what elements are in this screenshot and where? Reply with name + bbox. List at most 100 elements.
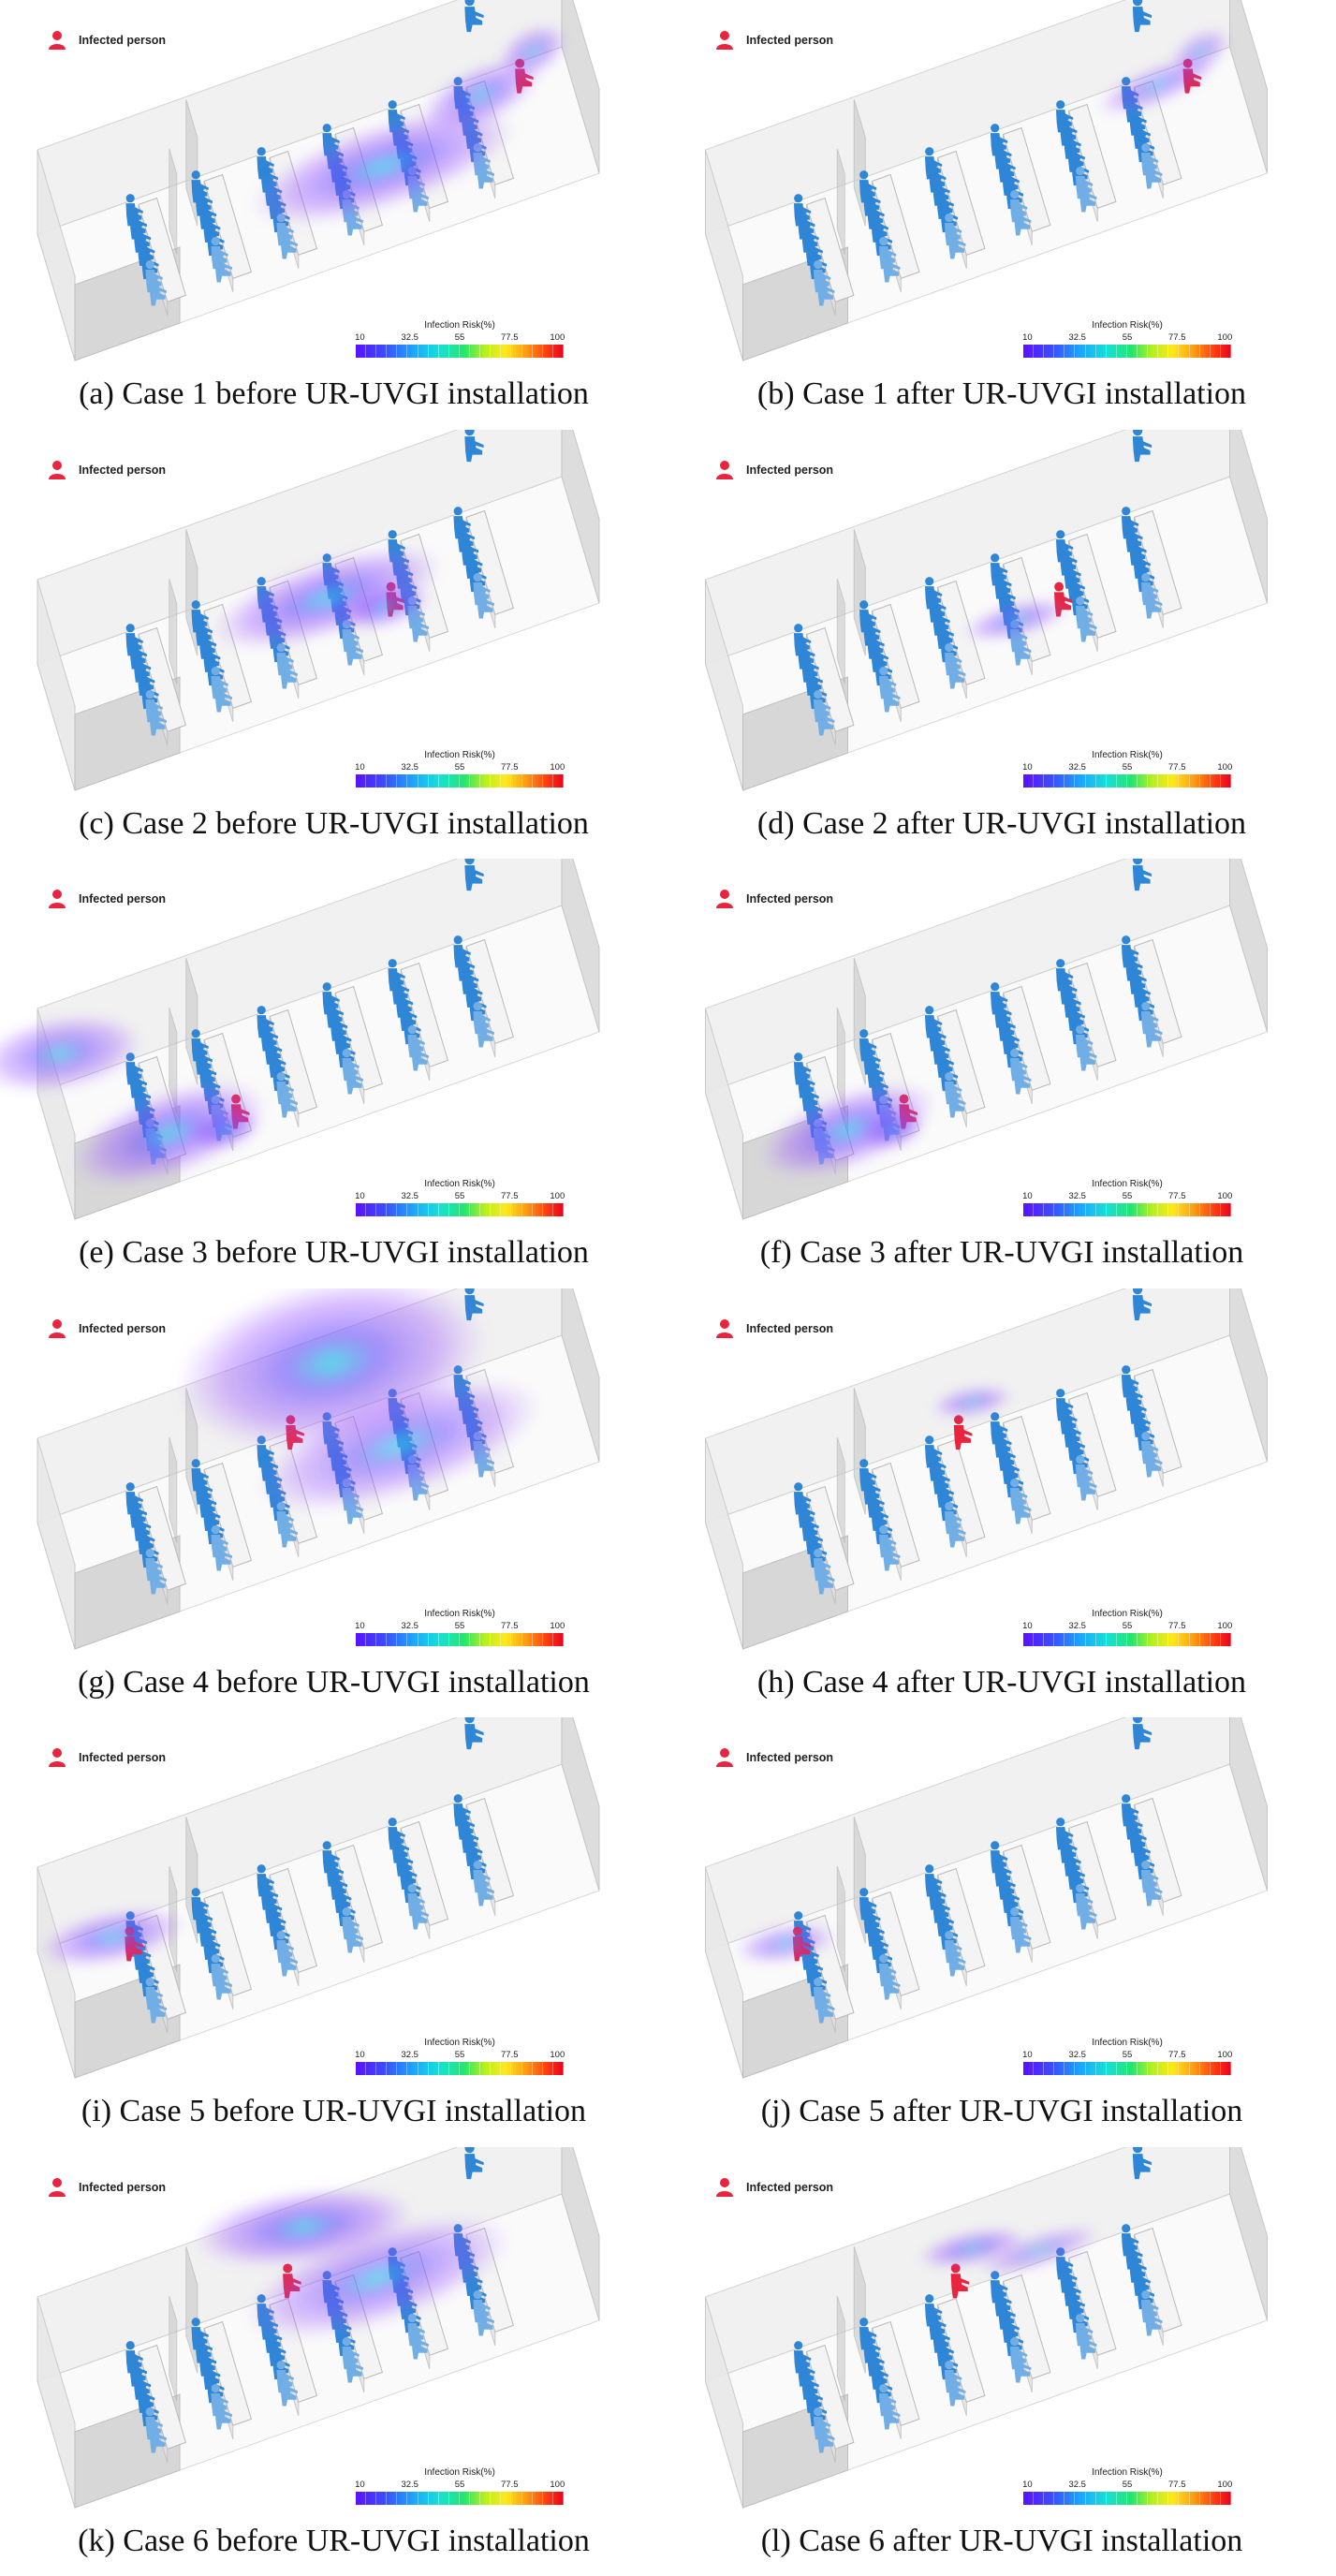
figure-panel: Infected person Infection Risk(%) 10 32.…	[668, 429, 1336, 860]
colorbar-tick: 10	[355, 2050, 365, 2060]
occupant	[214, 1538, 232, 1570]
legend-label: Infected person	[746, 1321, 834, 1335]
desk-front	[203, 181, 234, 293]
legend-label: Infected person	[79, 892, 167, 905]
panel-caption: (j) Case 5 after UR-UVGI installation	[760, 2094, 1243, 2128]
panel-caption: (h) Case 4 after UR-UVGI installation	[756, 1664, 1247, 1700]
infected-person-legend: Infected person	[47, 460, 166, 480]
end-wall	[1229, 2146, 1268, 2320]
colorbar-title: Infection Risk(%)	[424, 2038, 495, 2048]
desk-front	[1068, 1828, 1098, 1939]
colorbar-tick: 55	[454, 2050, 465, 2060]
occupant	[1079, 180, 1097, 213]
colorbar-tick: 32.5	[401, 761, 418, 773]
desk-front	[937, 1445, 967, 1557]
desk-front	[334, 993, 365, 1105]
figure-panel: Infected person Infection Risk(%) 10 32.…	[668, 0, 1336, 430]
occupant	[948, 1085, 966, 1118]
infected-person-legend: Infected person	[714, 1318, 833, 1339]
colorbar-tick: 10	[355, 1191, 365, 1201]
colorbar-tick: 77.5	[1168, 1191, 1186, 1201]
classroom-scene	[37, 0, 600, 361]
occupant	[1145, 1874, 1163, 1906]
colorbar-tick: 32.5	[401, 1191, 418, 1201]
infection-risk-colorbar: Infection Risk(%) 10 32.5 55 77.5 100	[1022, 2466, 1232, 2505]
occupant	[280, 655, 298, 688]
legend-label: Infected person	[746, 1751, 834, 1764]
colorbar-gradient	[356, 773, 564, 788]
classroom-scene	[704, 859, 1269, 1220]
teacher	[1132, 0, 1152, 33]
classroom-scene	[37, 1717, 600, 2079]
teacher	[1132, 429, 1152, 462]
colorbar-tick: 100	[1217, 1191, 1233, 1201]
occupant	[1079, 2326, 1097, 2359]
front-wall	[705, 2296, 743, 2508]
occupant	[1014, 1921, 1032, 1953]
colorbar-cells	[1023, 1632, 1231, 1646]
occupant	[948, 1944, 966, 1977]
desk-front	[1068, 969, 1098, 1081]
colorbar-tick: 32.5	[401, 2050, 418, 2060]
desk-front	[1134, 946, 1164, 1057]
desk-front	[1003, 2280, 1033, 2392]
colorbar-ticks: 10 32.5 55 77.5 100	[1022, 1191, 1233, 1202]
occupant	[948, 227, 966, 259]
colorbar-tick: 10	[1022, 2479, 1033, 2490]
occupant	[948, 2373, 966, 2406]
occupant	[280, 2373, 298, 2406]
infection-risk-colorbar: Infection Risk(%) 10 32.5 55 77.5 100	[1022, 1179, 1233, 1216]
figure-panel: Infected person Infection Risk(%) 10 32.…	[0, 1717, 668, 2147]
occupant	[1079, 1467, 1097, 1500]
occupant	[149, 702, 167, 735]
colorbar-tick: 55	[454, 761, 465, 773]
occupant	[280, 1514, 298, 1547]
occupant	[280, 1085, 298, 1118]
desk-front	[806, 633, 836, 745]
aerosol-plume	[37, 1906, 185, 1968]
occupant	[1079, 1038, 1097, 1071]
partition-panel	[169, 578, 178, 684]
aerosol-plume	[339, 582, 431, 630]
colorbar-gradient	[356, 1632, 564, 1646]
desk-front	[465, 1804, 496, 1916]
aerosol-plume	[735, 1922, 837, 1965]
desk-front	[1003, 1851, 1033, 1964]
colorbar-tick: 10	[1022, 2050, 1033, 2060]
colorbar-title: Infection Risk(%)	[424, 320, 495, 331]
colorbar-tick: 10	[1022, 1191, 1033, 1201]
occupant	[883, 250, 901, 283]
colorbar-tick: 77.5	[1168, 2050, 1186, 2060]
occupant	[280, 227, 298, 259]
person-icon	[49, 1318, 66, 1338]
figure-panel: Infected person Infection Risk(%) 10 32.…	[668, 1717, 1336, 2147]
infected-person-legend: Infected person	[714, 1747, 833, 1768]
figure-panel: Infected person Infection Risk(%) 10 32.…	[668, 859, 1336, 1288]
colorbar-tick: 55	[454, 2479, 465, 2490]
partition-panel	[169, 2295, 178, 2402]
colorbar-tick: 32.5	[1068, 1191, 1086, 1201]
panel-caption: (a) Case 1 before UR-UVGI installation	[79, 376, 589, 411]
panel-caption: (i) Case 5 before UR-UVGI installation	[81, 2094, 587, 2128]
colorbar-tick: 100	[550, 1620, 565, 1631]
legend-label: Infected person	[746, 34, 834, 47]
colorbar-tick: 77.5	[1168, 2479, 1186, 2490]
aerosol-plume	[248, 107, 518, 226]
occupant	[149, 273, 167, 306]
colorbar-tick: 32.5	[401, 2479, 418, 2490]
desk-front	[400, 1828, 431, 1939]
infection-risk-colorbar: Infection Risk(%) 10 32.5 55 77.5 100	[355, 1179, 565, 1216]
occupant	[817, 702, 835, 735]
legend-label: Infected person	[79, 34, 167, 47]
desk-front	[872, 1898, 902, 2010]
person-icon	[716, 31, 733, 50]
person-icon	[716, 1318, 733, 1338]
end-wall	[561, 2146, 600, 2320]
infection-risk-colorbar: Infection Risk(%) 10 32.5 55 77.5 100	[1022, 750, 1232, 788]
colorbar-title: Infection Risk(%)	[1092, 2466, 1163, 2478]
classroom-scene	[37, 2146, 600, 2509]
desk-front	[937, 586, 967, 699]
infection-risk-colorbar: Infection Risk(%) 10 32.5 55 77.5 100	[355, 320, 565, 358]
desk-front	[1134, 1375, 1164, 1487]
desk-front	[937, 1016, 967, 1128]
